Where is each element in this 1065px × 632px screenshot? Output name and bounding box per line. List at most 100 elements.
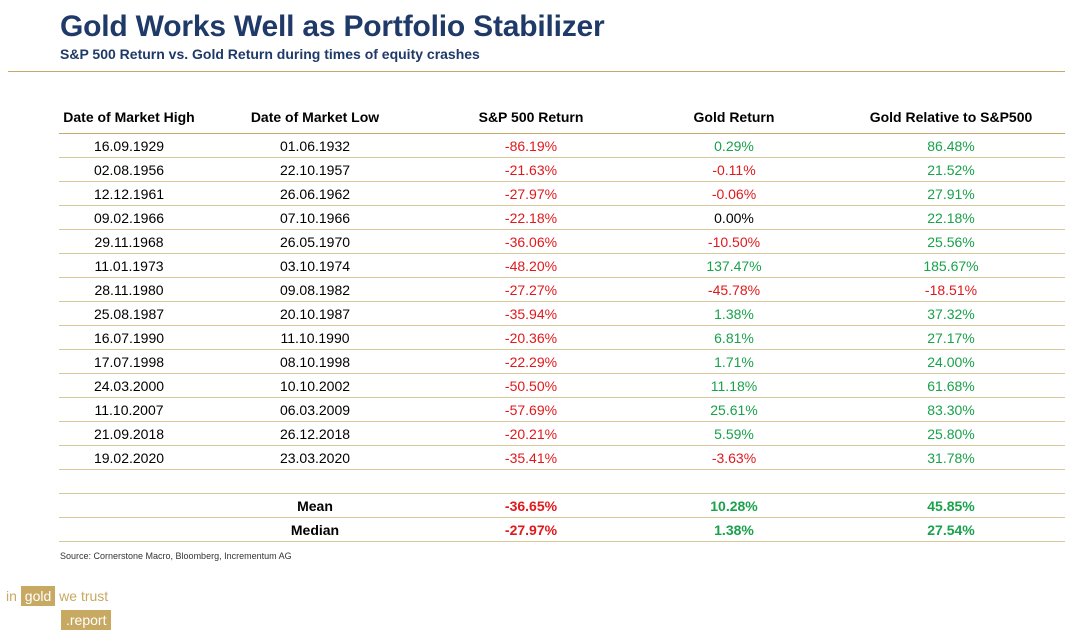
market-low-cell: 11.10.1990 bbox=[199, 325, 431, 350]
gold-relative-cell: 25.80% bbox=[837, 421, 1065, 446]
col-header-gold-relative: Gold Relative to S&P500 bbox=[837, 100, 1065, 134]
gold-return-cell: 1.71% bbox=[631, 349, 837, 374]
market-high-cell: 16.07.1990 bbox=[59, 325, 199, 350]
gold-return-cell: 11.18% bbox=[631, 373, 837, 398]
table-row: 16.09.1929 01.06.1932 -86.19% 0.29% 86.48% bbox=[59, 133, 1065, 158]
sp500-return-cell: -50.50% bbox=[431, 373, 631, 398]
market-low-cell: 07.10.1966 bbox=[199, 205, 431, 230]
table-header-row: Date of Market High Date of Market Low S… bbox=[59, 100, 1065, 134]
table-row: 09.02.1966 07.10.1966 -22.18% 0.00% 22.18% bbox=[59, 205, 1065, 230]
market-low-cell: 09.08.1982 bbox=[199, 277, 431, 302]
market-low-cell: 08.10.1998 bbox=[199, 349, 431, 374]
market-high-cell: 25.08.1987 bbox=[59, 301, 199, 326]
table-row: 29.11.1968 26.05.1970 -36.06% -10.50% 25.56% bbox=[59, 229, 1065, 254]
market-low-cell: 22.10.1957 bbox=[199, 157, 431, 182]
table-row: 12.12.1961 26.06.1962 -27.97% -0.06% 27.91% bbox=[59, 181, 1065, 206]
gold-relative-cell: 24.00% bbox=[837, 349, 1065, 374]
sp500-return-cell: -27.97% bbox=[431, 181, 631, 206]
gold-return-cell: 0.29% bbox=[631, 133, 837, 158]
gold-return-cell: 6.81% bbox=[631, 325, 837, 350]
summary-sp500-cell: -27.97% bbox=[431, 517, 631, 542]
gold-relative-cell: 185.67% bbox=[837, 253, 1065, 278]
table-spacer-row bbox=[59, 469, 1065, 494]
gold-relative-cell: 25.56% bbox=[837, 229, 1065, 254]
gold-relative-cell: 27.91% bbox=[837, 181, 1065, 206]
gold-return-cell: -0.06% bbox=[631, 181, 837, 206]
gold-return-cell: 0.00% bbox=[631, 205, 837, 230]
gold-relative-cell: 37.32% bbox=[837, 301, 1065, 326]
gold-relative-cell: 31.78% bbox=[837, 445, 1065, 470]
gold-return-cell: -10.50% bbox=[631, 229, 837, 254]
sp500-return-cell: -36.06% bbox=[431, 229, 631, 254]
gold-return-cell: 137.47% bbox=[631, 253, 837, 278]
market-high-cell: 09.02.1966 bbox=[59, 205, 199, 230]
gold-return-cell: 1.38% bbox=[631, 301, 837, 326]
market-high-cell: 17.07.1998 bbox=[59, 349, 199, 374]
summary-row-median: Median -27.97% 1.38% 27.54% bbox=[59, 517, 1065, 542]
table-row: 16.07.1990 11.10.1990 -20.36% 6.81% 27.17% bbox=[59, 325, 1065, 350]
summary-label: Median bbox=[199, 517, 431, 542]
sp500-return-cell: -48.20% bbox=[431, 253, 631, 278]
sp500-return-cell: -21.63% bbox=[431, 157, 631, 182]
table-row: 17.07.1998 08.10.1998 -22.29% 1.71% 24.00% bbox=[59, 349, 1065, 374]
gold-return-cell: 25.61% bbox=[631, 397, 837, 422]
gold-relative-cell: -18.51% bbox=[837, 277, 1065, 302]
market-low-cell: 10.10.2002 bbox=[199, 373, 431, 398]
market-low-cell: 01.06.1932 bbox=[199, 133, 431, 158]
page-title: Gold Works Well as Portfolio Stabilizer bbox=[60, 10, 605, 43]
summary-label: Mean bbox=[199, 493, 431, 518]
sp500-return-cell: -57.69% bbox=[431, 397, 631, 422]
market-low-cell: 26.05.1970 bbox=[199, 229, 431, 254]
title-divider bbox=[8, 71, 1065, 72]
sp500-return-cell: -20.36% bbox=[431, 325, 631, 350]
gold-relative-cell: 61.68% bbox=[837, 373, 1065, 398]
market-low-cell: 23.03.2020 bbox=[199, 445, 431, 470]
table-row: 19.02.2020 23.03.2020 -35.41% -3.63% 31.78% bbox=[59, 445, 1065, 470]
market-high-cell: 11.01.1973 bbox=[59, 253, 199, 278]
sp500-return-cell: -86.19% bbox=[431, 133, 631, 158]
summary-relative-cell: 27.54% bbox=[837, 517, 1065, 542]
market-high-cell: 12.12.1961 bbox=[59, 181, 199, 206]
gold-relative-cell: 86.48% bbox=[837, 133, 1065, 158]
market-high-cell: 11.10.2007 bbox=[59, 397, 199, 422]
market-low-cell: 06.03.2009 bbox=[199, 397, 431, 422]
sp500-return-cell: -27.27% bbox=[431, 277, 631, 302]
col-header-sp500-return: S&P 500 Return bbox=[431, 100, 631, 134]
summary-gold-cell: 1.38% bbox=[631, 517, 837, 542]
table-row: 24.03.2000 10.10.2002 -50.50% 11.18% 61.68% bbox=[59, 373, 1065, 398]
sp500-return-cell: -35.94% bbox=[431, 301, 631, 326]
gold-return-cell: 5.59% bbox=[631, 421, 837, 446]
summary-sp500-cell: -36.65% bbox=[431, 493, 631, 518]
logo-word-gold: gold bbox=[20, 586, 56, 606]
market-low-cell: 03.10.1974 bbox=[199, 253, 431, 278]
page-subtitle: S&P 500 Return vs. Gold Return during ti… bbox=[60, 46, 480, 62]
col-header-gold-return: Gold Return bbox=[631, 100, 837, 134]
gold-return-cell: -45.78% bbox=[631, 277, 837, 302]
logo-word-in: in bbox=[6, 588, 17, 604]
table-row: 25.08.1987 20.10.1987 -35.94% 1.38% 37.32% bbox=[59, 301, 1065, 326]
sp500-return-cell: -22.29% bbox=[431, 349, 631, 374]
sp500-return-cell: -22.18% bbox=[431, 205, 631, 230]
market-low-cell: 26.12.2018 bbox=[199, 421, 431, 446]
gold-return-cell: -0.11% bbox=[631, 157, 837, 182]
market-low-cell: 26.06.1962 bbox=[199, 181, 431, 206]
col-header-market-low: Date of Market Low bbox=[199, 100, 431, 134]
table-row: 28.11.1980 09.08.1982 -27.27% -45.78% -18.51… bbox=[59, 277, 1065, 302]
market-low-cell: 20.10.1987 bbox=[199, 301, 431, 326]
market-high-cell: 28.11.1980 bbox=[59, 277, 199, 302]
table-body: 16.09.1929 01.06.1932 -86.19% 0.29% 86.48% 02… bbox=[59, 133, 1065, 470]
market-high-cell: 02.08.1956 bbox=[59, 157, 199, 182]
market-high-cell: 19.02.2020 bbox=[59, 445, 199, 470]
market-high-cell: 21.09.2018 bbox=[59, 421, 199, 446]
market-high-cell: 16.09.1929 bbox=[59, 133, 199, 158]
gold-relative-cell: 83.30% bbox=[837, 397, 1065, 422]
summary-gold-cell: 10.28% bbox=[631, 493, 837, 518]
sp500-return-cell: -20.21% bbox=[431, 421, 631, 446]
summary-row-mean: Mean -36.65% 10.28% 45.85% bbox=[59, 493, 1065, 518]
market-high-cell: 24.03.2000 bbox=[59, 373, 199, 398]
summary-relative-cell: 45.85% bbox=[837, 493, 1065, 518]
table-row: 11.10.2007 06.03.2009 -57.69% 25.61% 83.30% bbox=[59, 397, 1065, 422]
market-high-cell: 29.11.1968 bbox=[59, 229, 199, 254]
gold-relative-cell: 27.17% bbox=[837, 325, 1065, 350]
table-row: 02.08.1956 22.10.1957 -21.63% -0.11% 21.52% bbox=[59, 157, 1065, 182]
